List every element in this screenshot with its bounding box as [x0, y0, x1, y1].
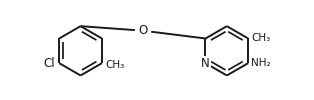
Text: Cl: Cl [44, 57, 55, 70]
Text: O: O [138, 24, 148, 37]
Text: CH₃: CH₃ [252, 33, 271, 43]
Text: N: N [201, 57, 210, 70]
Text: NH₂: NH₂ [252, 58, 271, 68]
Text: CH₃: CH₃ [105, 60, 124, 70]
